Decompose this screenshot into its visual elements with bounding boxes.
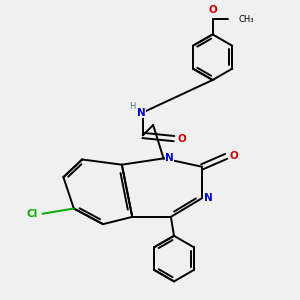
- Text: N: N: [165, 153, 174, 164]
- Text: O: O: [230, 151, 239, 161]
- Text: O: O: [208, 5, 217, 15]
- Text: Cl: Cl: [27, 209, 38, 219]
- Text: O: O: [178, 134, 186, 144]
- Text: N: N: [137, 107, 146, 118]
- Text: H: H: [129, 102, 136, 111]
- Text: N: N: [204, 193, 212, 203]
- Text: CH₃: CH₃: [238, 15, 254, 24]
